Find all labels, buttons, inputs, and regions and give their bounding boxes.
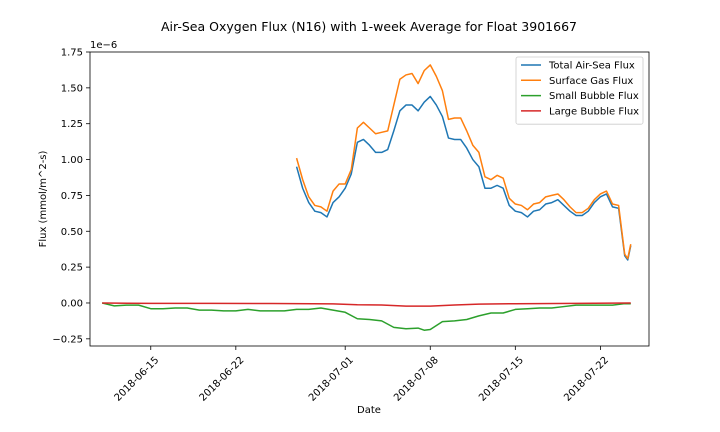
y-tick-label-6: 1.25 <box>61 119 83 130</box>
legend-label-2: Small Bubble Flux <box>549 91 639 102</box>
plot-area <box>101 64 632 331</box>
series-line-3 <box>102 302 631 307</box>
legend-label-0: Total Air-Sea Flux <box>548 61 635 72</box>
y-axis: −0.25 0.00 0.25 0.50 0.75 1.00 1.25 1.50 1.75 <box>52 48 90 345</box>
y-tick-label-3: 0.50 <box>61 227 83 238</box>
y-axis-label: Flux (mmol/m^2-s) <box>38 150 49 247</box>
y-tick-label-0: −0.25 <box>52 334 83 345</box>
axes-frame <box>89 51 650 347</box>
y-tick-label-7: 1.50 <box>61 83 83 94</box>
chart-title: Air-Sea Oxygen Flux (N16) with 1-week Av… <box>161 19 577 34</box>
legend-box <box>515 56 644 125</box>
y-tick-label-8: 1.75 <box>61 48 83 59</box>
y-tick-label-2: 0.25 <box>61 263 83 274</box>
legend-label-1: Surface Gas Flux <box>549 76 633 87</box>
series-line-1 <box>295 64 632 260</box>
legend-label-3: Large Bubble Flux <box>549 106 639 117</box>
series-line-2 <box>101 302 631 331</box>
y-tick-label-5: 1.00 <box>61 155 83 166</box>
x-axis-label: Date <box>357 405 381 416</box>
series-line-0 <box>295 95 632 261</box>
legend: Total Air-Sea Flux Surface Gas Flux Small … <box>515 56 644 125</box>
y-tick-label-4: 0.75 <box>61 191 83 202</box>
y-tick-label-1: 0.00 <box>61 298 83 309</box>
y-axis-offset-label: 1e−6 <box>90 40 117 51</box>
